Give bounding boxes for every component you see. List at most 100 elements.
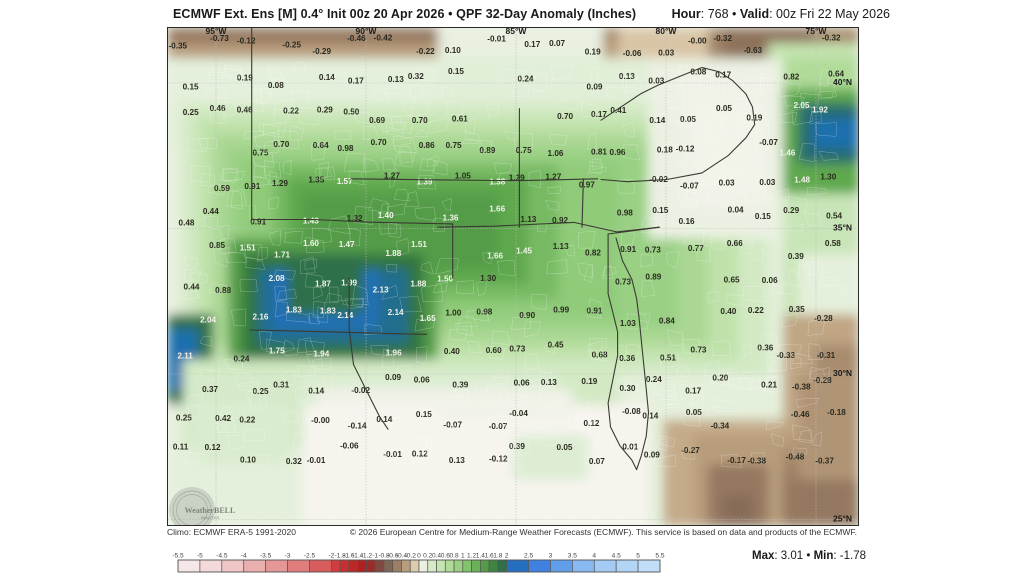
svg-text:1.13: 1.13	[520, 215, 536, 224]
svg-text:0.30: 0.30	[620, 384, 636, 393]
svg-text:1.43: 1.43	[303, 216, 319, 225]
svg-text:0.32: 0.32	[408, 72, 424, 81]
svg-text:0.04: 0.04	[728, 205, 744, 214]
svg-text:-0.31: -0.31	[817, 351, 836, 360]
svg-text:-0.08: -0.08	[622, 407, 641, 416]
svg-text:1.29: 1.29	[272, 179, 288, 188]
svg-text:0.11: 0.11	[173, 443, 189, 452]
svg-text:0.22: 0.22	[748, 306, 764, 315]
svg-text:0.06: 0.06	[514, 378, 530, 387]
svg-text:0.15: 0.15	[448, 67, 464, 76]
svg-text:0.13: 0.13	[449, 456, 465, 465]
svg-text:0.03: 0.03	[648, 77, 664, 86]
svg-text:1.96: 1.96	[386, 349, 402, 358]
svg-text:-0.46: -0.46	[791, 410, 810, 419]
svg-text:0.06: 0.06	[762, 276, 778, 285]
svg-text:0.81: 0.81	[591, 148, 607, 157]
svg-text:0.24: 0.24	[646, 375, 662, 384]
svg-text:1.51: 1.51	[411, 240, 427, 249]
svg-text:1.45: 1.45	[516, 246, 532, 255]
svg-text:0.10: 0.10	[445, 46, 461, 55]
svg-text:0.19: 0.19	[585, 48, 601, 57]
svg-text:0.84: 0.84	[659, 317, 675, 326]
svg-text:-4.5: -4.5	[216, 553, 228, 560]
svg-text:-0.18: -0.18	[827, 408, 846, 417]
svg-text:1.06: 1.06	[548, 149, 564, 158]
svg-text:0.18: 0.18	[657, 146, 673, 155]
svg-text:1.75: 1.75	[269, 346, 285, 355]
svg-text:-0.17: -0.17	[727, 456, 746, 465]
svg-text:WeatherBELL: WeatherBELL	[185, 506, 236, 515]
svg-text:0.15: 0.15	[755, 212, 771, 221]
svg-text:1.8: 1.8	[493, 553, 502, 560]
svg-text:0.37: 0.37	[202, 385, 218, 394]
svg-text:0.15: 0.15	[183, 83, 199, 92]
svg-text:1.05: 1.05	[455, 171, 471, 180]
svg-text:1.40: 1.40	[378, 211, 394, 220]
svg-text:-0.37: -0.37	[815, 457, 834, 466]
svg-text:-5.5: -5.5	[172, 553, 184, 560]
svg-text:0.39: 0.39	[788, 252, 804, 261]
svg-text:3: 3	[549, 553, 553, 560]
svg-text:-0.63: -0.63	[743, 46, 762, 55]
svg-text:0.8: 0.8	[449, 553, 458, 560]
svg-text:0.51: 0.51	[660, 353, 676, 362]
svg-text:0.48: 0.48	[179, 218, 195, 227]
svg-text:2.08: 2.08	[269, 274, 285, 283]
svg-text:-0.12: -0.12	[676, 144, 695, 153]
svg-text:0.19: 0.19	[581, 377, 597, 386]
svg-text:0.03: 0.03	[719, 179, 735, 188]
svg-text:2.5: 2.5	[524, 553, 533, 560]
svg-text:0.91: 0.91	[587, 307, 603, 316]
svg-text:0.69: 0.69	[369, 116, 385, 125]
svg-text:2.04: 2.04	[200, 316, 216, 325]
svg-text:0.14: 0.14	[308, 387, 324, 396]
svg-text:0.07: 0.07	[589, 457, 605, 466]
svg-text:75°W: 75°W	[806, 28, 828, 36]
svg-text:0.65: 0.65	[724, 275, 740, 284]
svg-text:0.77: 0.77	[688, 244, 704, 253]
svg-text:0.58: 0.58	[825, 239, 841, 248]
svg-text:2.14: 2.14	[388, 308, 404, 317]
svg-text:-0.28: -0.28	[813, 376, 832, 385]
svg-text:0.97: 0.97	[579, 180, 595, 189]
svg-text:0.99: 0.99	[553, 305, 569, 314]
svg-text:1.36: 1.36	[443, 214, 459, 223]
svg-text:-2.5: -2.5	[304, 553, 316, 560]
svg-text:4.5: 4.5	[612, 553, 621, 560]
svg-text:-0.38: -0.38	[792, 383, 811, 392]
svg-text:0.17: 0.17	[685, 386, 701, 395]
svg-text:-0.01: -0.01	[487, 35, 506, 44]
svg-text:0.64: 0.64	[313, 141, 329, 150]
svg-text:0.17: 0.17	[524, 40, 540, 49]
svg-text:4: 4	[592, 553, 596, 560]
svg-text:0.39: 0.39	[452, 381, 468, 390]
svg-text:-0.34: -0.34	[711, 422, 730, 431]
svg-text:0.82: 0.82	[585, 249, 601, 258]
svg-text:0.40: 0.40	[444, 347, 460, 356]
svg-text:0.25: 0.25	[253, 387, 269, 396]
svg-text:1.88: 1.88	[410, 280, 426, 289]
svg-text:0.15: 0.15	[652, 206, 668, 215]
svg-text:0.90: 0.90	[519, 311, 535, 320]
svg-text:0.05: 0.05	[716, 104, 732, 113]
svg-text:ANALYTICS: ANALYTICS	[201, 516, 220, 520]
svg-text:1.92: 1.92	[812, 105, 828, 114]
svg-text:1.35: 1.35	[308, 175, 324, 184]
svg-text:0.75: 0.75	[446, 141, 462, 150]
svg-text:0.20: 0.20	[712, 373, 728, 382]
svg-text:1.51: 1.51	[240, 244, 256, 253]
svg-text:-0.12: -0.12	[237, 37, 256, 46]
svg-text:85°W: 85°W	[506, 28, 528, 36]
svg-text:0.05: 0.05	[557, 443, 573, 452]
svg-text:0.10: 0.10	[240, 456, 256, 465]
svg-text:-0.29: -0.29	[312, 47, 331, 56]
svg-text:1.13: 1.13	[553, 242, 569, 251]
svg-text:0.12: 0.12	[584, 419, 600, 428]
svg-text:1.57: 1.57	[337, 177, 353, 186]
svg-text:-0.35: -0.35	[168, 42, 187, 51]
svg-text:0.86: 0.86	[419, 141, 435, 150]
svg-text:0.89: 0.89	[645, 273, 661, 282]
svg-text:-0.04: -0.04	[509, 409, 528, 418]
svg-text:1.30: 1.30	[480, 274, 496, 283]
